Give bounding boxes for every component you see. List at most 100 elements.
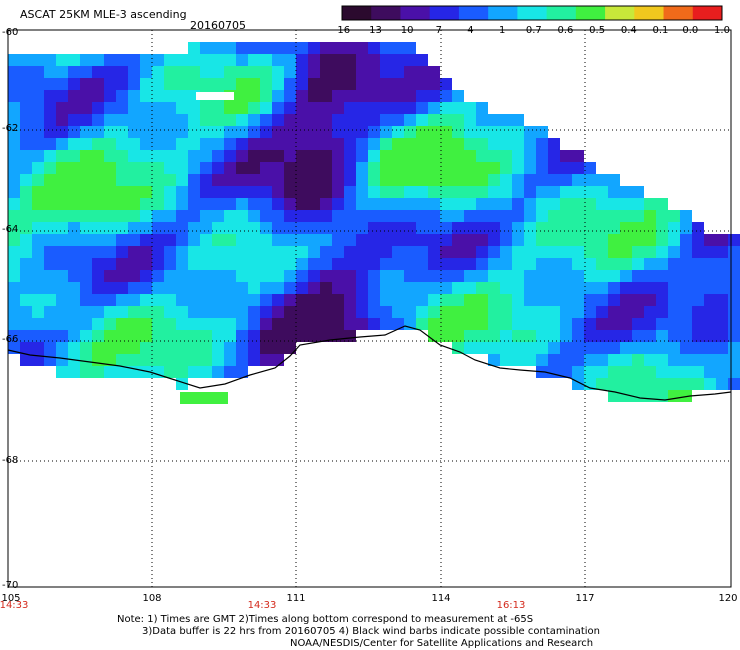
data-cell <box>32 246 44 258</box>
data-cell <box>20 294 32 306</box>
data-cell <box>536 342 548 354</box>
data-cell <box>632 234 644 246</box>
data-cell <box>500 234 512 246</box>
data-cell <box>500 318 512 330</box>
data-cell <box>68 78 80 90</box>
data-cell <box>596 186 608 198</box>
data-cell <box>452 282 464 294</box>
data-cell <box>80 66 92 78</box>
data-cell <box>188 126 200 138</box>
data-cell <box>104 234 116 246</box>
data-cell <box>608 222 620 234</box>
data-cell <box>632 390 644 402</box>
data-cell <box>500 198 512 210</box>
data-cell <box>440 198 452 210</box>
data-cell <box>536 222 548 234</box>
data-cell <box>272 330 284 342</box>
data-cell <box>80 294 92 306</box>
data-cell <box>416 306 428 318</box>
data-cell <box>176 174 188 186</box>
data-cell <box>500 342 512 354</box>
data-cell <box>212 318 224 330</box>
data-cell <box>236 270 248 282</box>
data-cell <box>464 114 476 126</box>
data-cell <box>368 174 380 186</box>
data-cell <box>200 174 212 186</box>
data-cell <box>56 342 68 354</box>
data-cell <box>428 294 440 306</box>
data-cell <box>356 210 368 222</box>
data-cell <box>308 114 320 126</box>
data-cell <box>80 318 92 330</box>
data-cell <box>92 162 104 174</box>
data-cell <box>620 222 632 234</box>
data-cell <box>380 282 392 294</box>
data-cell <box>488 210 500 222</box>
data-cell <box>344 114 356 126</box>
data-cell <box>164 294 176 306</box>
data-cell <box>152 174 164 186</box>
data-cell <box>188 222 200 234</box>
data-cell <box>80 270 92 282</box>
data-cell <box>176 330 188 342</box>
data-cell <box>44 66 56 78</box>
data-cell <box>188 234 200 246</box>
data-cell <box>104 306 116 318</box>
data-cell <box>80 366 92 378</box>
data-cell <box>260 78 272 90</box>
lon-label: 105 <box>1 593 21 604</box>
data-cell <box>440 162 452 174</box>
data-cell <box>620 210 632 222</box>
data-cell <box>176 66 188 78</box>
data-cell <box>428 90 440 102</box>
data-cell <box>8 270 20 282</box>
data-cell <box>632 342 644 354</box>
data-cell <box>368 210 380 222</box>
data-cell <box>296 102 308 114</box>
data-cell <box>632 210 644 222</box>
data-cell <box>20 186 32 198</box>
data-cell <box>92 246 104 258</box>
data-cell <box>572 306 584 318</box>
data-cell <box>380 54 392 66</box>
data-cell <box>56 186 68 198</box>
data-cell <box>656 222 668 234</box>
data-cell <box>716 294 728 306</box>
data-cell <box>308 126 320 138</box>
data-cell <box>728 270 740 282</box>
data-cell <box>632 186 644 198</box>
data-cell <box>332 162 344 174</box>
data-cell <box>584 222 596 234</box>
data-cell <box>8 126 20 138</box>
data-cell <box>224 150 236 162</box>
data-cell <box>368 246 380 258</box>
data-cell <box>92 114 104 126</box>
data-cell <box>164 318 176 330</box>
data-cell <box>368 150 380 162</box>
data-cell <box>404 66 416 78</box>
data-cell <box>272 282 284 294</box>
data-cell <box>608 366 620 378</box>
data-cell <box>596 270 608 282</box>
data-cell <box>164 258 176 270</box>
data-cell <box>140 234 152 246</box>
data-cell <box>32 66 44 78</box>
data-cell <box>80 342 92 354</box>
data-cell <box>32 186 44 198</box>
data-cell <box>716 234 728 246</box>
lat-label: -60 <box>2 27 19 38</box>
data-cell <box>332 90 344 102</box>
data-cell <box>176 342 188 354</box>
data-cell <box>260 318 272 330</box>
data-cell <box>500 306 512 318</box>
data-cell <box>8 174 20 186</box>
data-cell <box>608 258 620 270</box>
data-cell <box>212 234 224 246</box>
data-cell <box>320 270 332 282</box>
data-cell <box>56 150 68 162</box>
data-cell <box>56 366 68 378</box>
data-cell <box>164 282 176 294</box>
data-cell <box>368 318 380 330</box>
data-cell <box>344 210 356 222</box>
data-cell <box>488 126 500 138</box>
